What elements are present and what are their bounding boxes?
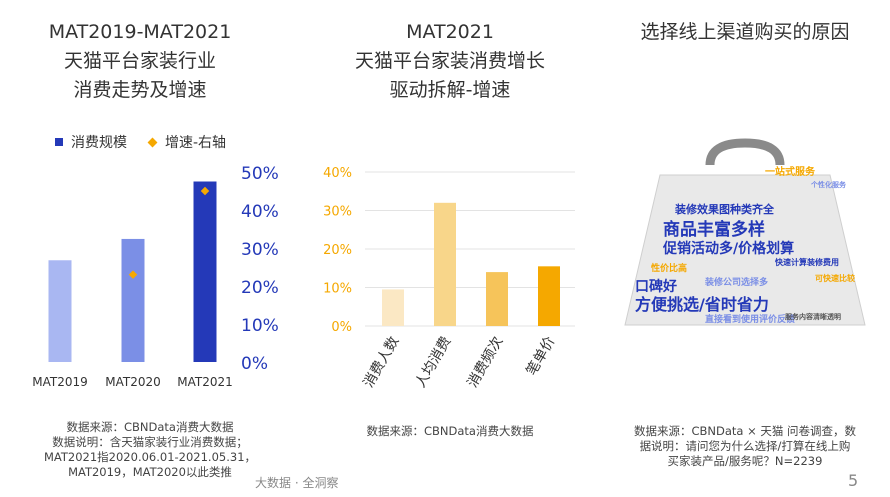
note-line: 买家装产品/服务呢？N=2239 bbox=[667, 454, 823, 468]
y2-tick-label: 20% bbox=[241, 278, 279, 298]
chart-growth-drivers: 0% 10% 20% 30% 40% 消费人数 人均消费 消费频次 笔单价 bbox=[323, 166, 575, 390]
note-line: 数据来源：CBNData消费大数据 bbox=[366, 424, 534, 438]
legend-marker-label: 增速-右轴 bbox=[165, 135, 227, 151]
panel1-title-line: MAT2019-MAT2021 bbox=[48, 21, 232, 43]
chart-consumption-trend: 0% 10% 20% 30% 40% 50% MAT2019 MAT2020 MAT2021 bbox=[32, 164, 279, 389]
cloud-word: 个性化服务 bbox=[810, 180, 847, 189]
x-tick-label: MAT2020 bbox=[105, 375, 161, 389]
y-tick-label: 10% bbox=[323, 282, 352, 297]
y-tick-label: 30% bbox=[323, 205, 352, 220]
bar bbox=[486, 272, 508, 326]
cloud-word: 性价比高 bbox=[651, 262, 687, 274]
note-line: MAT2021指2020.06.01-2021.05.31， bbox=[43, 450, 257, 464]
shopping-bag-word-cloud: 一站式服务 个性化服务 装修效果图种类齐全 商品丰富多样 促销活动多/价格划算 … bbox=[624, 138, 866, 326]
panel3-notes: 数据来源：CBNData × 天猫 问卷调查，数 据说明：请问您为什么选择/打算… bbox=[615, 424, 875, 469]
legend-bar-swatch bbox=[55, 138, 63, 146]
x-tick-label: 消费人数 bbox=[361, 334, 403, 390]
y2-tick-label: 30% bbox=[241, 240, 279, 260]
note-line: 数据来源：CBNData消费大数据 bbox=[66, 420, 234, 434]
page-number: 5 bbox=[848, 471, 859, 490]
panel1-legend: 消费规模 增速-右轴 bbox=[55, 132, 226, 152]
bag-handle-icon bbox=[705, 138, 785, 166]
bar bbox=[121, 238, 145, 362]
note-line: 数据来源：CBNData × 天猫 问卷调查，数 bbox=[633, 424, 857, 438]
footer-slogan: 大数据 · 全洞察 bbox=[255, 476, 339, 490]
y-tick-label: 20% bbox=[323, 243, 352, 258]
cloud-word: 可快速比较 bbox=[815, 273, 855, 283]
cloud-word: 一站式服务 bbox=[765, 165, 816, 178]
bar bbox=[434, 202, 456, 326]
y2-tick-label: 10% bbox=[241, 316, 279, 336]
legend-marker-swatch bbox=[147, 137, 158, 147]
cloud-word: 装修公司选择多 bbox=[704, 276, 768, 288]
cloud-word: 促销活动多/价格划算 bbox=[662, 240, 794, 257]
panel2-title-line: 驱动拆解-增速 bbox=[389, 79, 511, 101]
x-tick-label: 笔单价 bbox=[524, 334, 559, 378]
bar bbox=[538, 266, 560, 326]
x-tick-label: 消费频次 bbox=[465, 334, 507, 390]
y-tick-label: 0% bbox=[331, 320, 352, 335]
cloud-word: 方便挑选/省时省力 bbox=[635, 295, 769, 314]
note-line: 数据说明：含天猫家装行业消费数据； bbox=[52, 435, 248, 449]
panel2-notes: 数据来源：CBNData消费大数据 bbox=[320, 424, 580, 439]
panel2-title-line: 天猫平台家装消费增长 bbox=[354, 50, 545, 72]
cloud-word: 直接看到使用评价反馈 bbox=[705, 313, 795, 325]
panel2-title-line: MAT2021 bbox=[406, 21, 494, 43]
x-tick-label: MAT2021 bbox=[177, 375, 233, 389]
cloud-word: 服务内容清晰透明 bbox=[785, 312, 841, 321]
bag-body-icon bbox=[624, 174, 866, 326]
cloud-word: 快速计算装修费用 bbox=[775, 257, 839, 267]
x-tick-label: MAT2019 bbox=[32, 375, 88, 389]
y2-tick-label: 40% bbox=[241, 202, 279, 222]
note-line: MAT2019，MAT2020以此类推 bbox=[68, 465, 232, 479]
cloud-word: 装修效果图种类齐全 bbox=[674, 202, 775, 216]
panel1-title-line: 天猫平台家装行业 bbox=[63, 50, 216, 72]
bar bbox=[193, 181, 217, 362]
y-tick-label: 40% bbox=[323, 166, 352, 181]
note-line: 据说明：请问您为什么选择/打算在线上购 bbox=[639, 439, 851, 453]
bar bbox=[382, 289, 404, 326]
cloud-word: 口碑好 bbox=[635, 278, 677, 295]
y2-tick-label: 50% bbox=[241, 164, 279, 184]
panel1-notes: 数据来源：CBNData消费大数据 数据说明：含天猫家装行业消费数据； MAT2… bbox=[20, 420, 280, 480]
panel2-title: MAT2021 天猫平台家装消费增长 驱动拆解-增速 bbox=[320, 18, 580, 105]
y2-tick-label: 0% bbox=[241, 354, 268, 374]
panel1-title-line: 消费走势及增速 bbox=[73, 79, 207, 101]
x-tick-label: 人均消费 bbox=[413, 334, 455, 390]
cloud-word: 商品丰富多样 bbox=[663, 219, 765, 240]
bar bbox=[48, 260, 72, 362]
panel3-title: 选择线上渠道购买的原因 bbox=[640, 21, 850, 43]
legend-bar-label: 消费规模 bbox=[71, 135, 127, 151]
panel1-title: MAT2019-MAT2021 天猫平台家装行业 消费走势及增速 bbox=[20, 18, 260, 105]
